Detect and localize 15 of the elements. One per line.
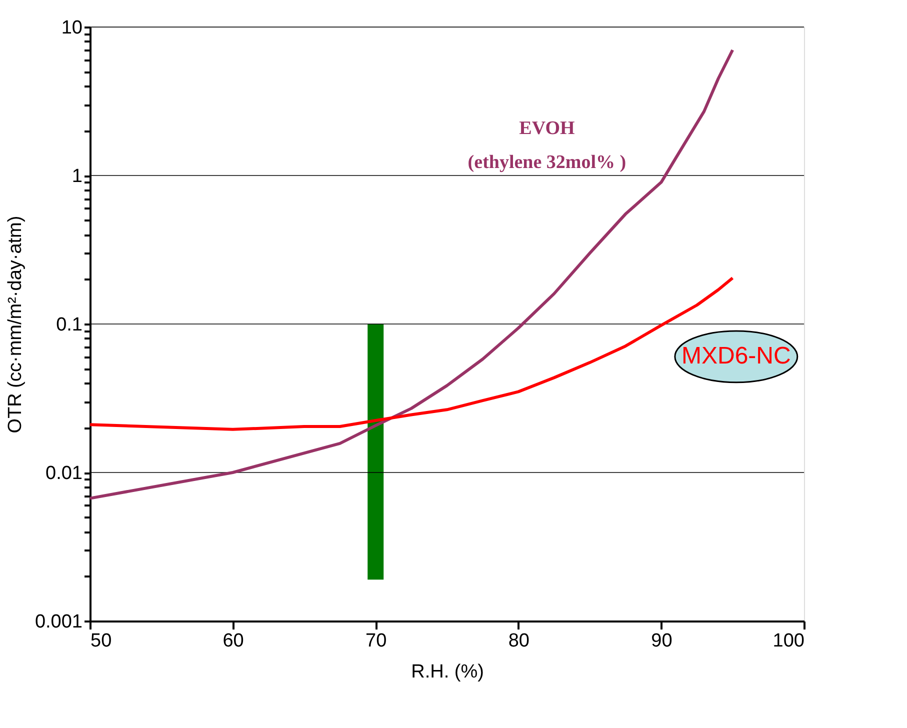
x-tick-label: 80: [508, 630, 530, 652]
annotation: MXD6-NC: [682, 342, 791, 370]
y-tick-label: 0.001: [34, 612, 82, 632]
x-axis-title: R.H. (%): [411, 662, 484, 682]
x-tick-label: 60: [222, 630, 244, 652]
annotation: EVOH (ethylene 32mol% ): [468, 118, 626, 173]
x-tick-label: 50: [90, 630, 112, 652]
x-tick-label: 90: [651, 630, 672, 652]
y-axis-title: OTR (cc·mm/m²·day·atm): [4, 216, 26, 434]
y-tick-label: 0.1: [56, 314, 82, 336]
y-tick-label: 0.01: [46, 463, 82, 484]
y-tick-label: 1: [72, 166, 82, 187]
y-tick-label: 10: [61, 18, 82, 38]
x-tick-label: 70: [366, 630, 387, 652]
x-tick-label: 100: [772, 630, 804, 652]
